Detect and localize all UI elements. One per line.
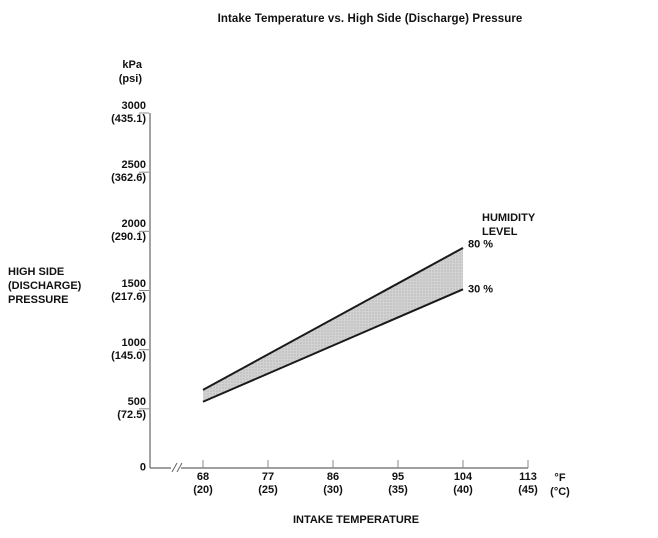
y-axis-unit-label: kPa (psi) bbox=[119, 58, 142, 86]
y-axis-title: HIGH SIDE (DISCHARGE) PRESSURE bbox=[8, 266, 82, 306]
x-axis-unit-label: °F (°C) bbox=[550, 471, 570, 499]
y-tick-label: 3000 (435.1) bbox=[111, 100, 146, 125]
x-tick-label: 113 (45) bbox=[518, 471, 538, 496]
chart-title: Intake Temperature vs. High Side (Discha… bbox=[217, 13, 523, 25]
line-80-percent bbox=[202, 247, 464, 391]
y-axis-unit-kpa: kPa bbox=[122, 59, 142, 71]
axis-break-icon bbox=[176, 462, 183, 473]
y-tick-label: 2500 (362.6) bbox=[111, 159, 146, 185]
humidity-band bbox=[203, 247, 463, 402]
x-tick-label: 95 (35) bbox=[388, 471, 408, 496]
y-tick-label: 1500 (217.6) bbox=[111, 277, 146, 303]
axis-break-icon bbox=[171, 462, 178, 473]
x-axis-unit-f: °F bbox=[554, 472, 566, 484]
y-tick-label: 0 bbox=[139, 461, 146, 474]
line-30-percent bbox=[202, 288, 464, 403]
legend-30-label: 30 % bbox=[468, 283, 494, 296]
x-tick-label: 104 (40) bbox=[453, 471, 473, 496]
x-tick-label: 77 (25) bbox=[258, 471, 278, 496]
x-tick-label: 68 (20) bbox=[193, 471, 213, 496]
x-axis-title: INTAKE TEMPERATURE bbox=[292, 514, 420, 526]
y-tick-label: 2000 (290.1) bbox=[111, 218, 146, 244]
x-axis-unit-c: (°C) bbox=[550, 486, 570, 498]
y-tick-label: 1000 (145.0) bbox=[111, 336, 146, 362]
y-axis-unit-psi: (psi) bbox=[118, 73, 142, 85]
legend-80-label: 80 % bbox=[468, 238, 494, 251]
legend-title: HUMIDITY LEVEL bbox=[482, 212, 536, 238]
x-tick-label: 86 (30) bbox=[323, 471, 343, 496]
y-tick-label: 500 (72.5) bbox=[117, 395, 146, 421]
